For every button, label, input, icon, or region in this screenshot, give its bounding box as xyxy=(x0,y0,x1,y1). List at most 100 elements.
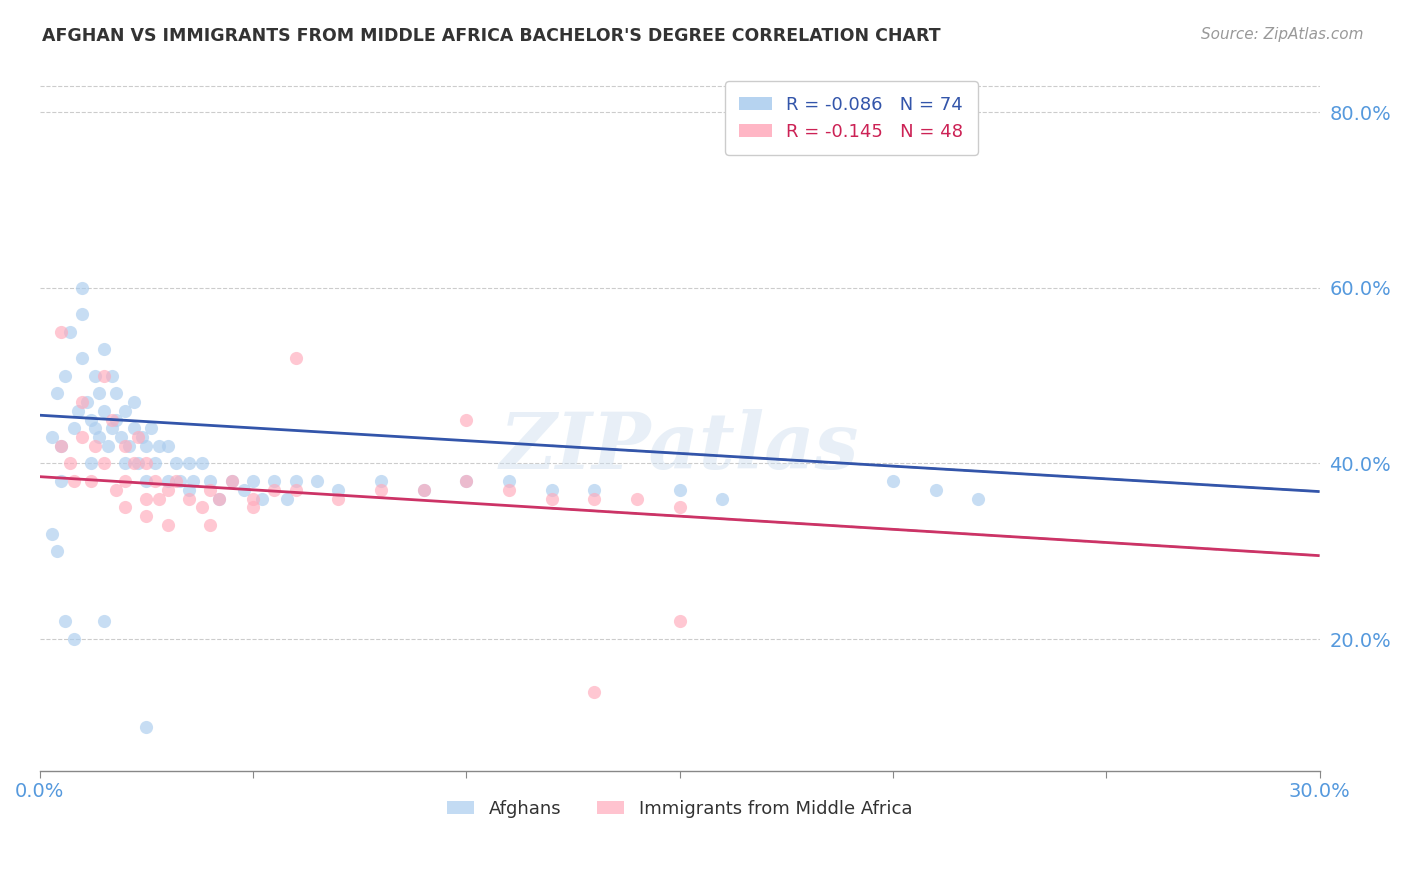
Point xyxy=(131,430,153,444)
Point xyxy=(148,491,170,506)
Point xyxy=(156,474,179,488)
Point xyxy=(583,684,606,698)
Point xyxy=(63,632,86,646)
Point xyxy=(148,439,170,453)
Point xyxy=(276,491,298,506)
Point xyxy=(122,457,145,471)
Point xyxy=(67,404,90,418)
Point xyxy=(191,457,214,471)
Point xyxy=(208,491,231,506)
Point xyxy=(135,509,157,524)
Point xyxy=(84,368,107,383)
Point xyxy=(114,474,136,488)
Text: AFGHAN VS IMMIGRANTS FROM MIDDLE AFRICA BACHELOR'S DEGREE CORRELATION CHART: AFGHAN VS IMMIGRANTS FROM MIDDLE AFRICA … xyxy=(42,27,941,45)
Point xyxy=(122,395,145,409)
Point xyxy=(263,474,285,488)
Point xyxy=(583,491,606,506)
Point xyxy=(284,483,307,497)
Point xyxy=(882,474,904,488)
Point xyxy=(284,351,307,366)
Point xyxy=(165,474,187,488)
Point xyxy=(221,474,243,488)
Point xyxy=(93,404,115,418)
Point xyxy=(58,325,80,339)
Point xyxy=(498,483,520,497)
Point xyxy=(97,439,120,453)
Point xyxy=(41,526,63,541)
Point xyxy=(200,483,222,497)
Point xyxy=(101,368,124,383)
Point xyxy=(370,474,392,488)
Point xyxy=(668,483,690,497)
Point xyxy=(169,474,191,488)
Point xyxy=(89,386,111,401)
Point xyxy=(135,474,157,488)
Point xyxy=(221,474,243,488)
Point xyxy=(668,615,690,629)
Point xyxy=(135,720,157,734)
Point xyxy=(412,483,434,497)
Point xyxy=(139,421,162,435)
Point xyxy=(114,404,136,418)
Legend: Afghans, Immigrants from Middle Africa: Afghans, Immigrants from Middle Africa xyxy=(440,792,920,825)
Point xyxy=(80,474,103,488)
Point xyxy=(456,412,478,426)
Point xyxy=(711,491,734,506)
Point xyxy=(200,517,222,532)
Point xyxy=(80,457,103,471)
Point xyxy=(250,491,273,506)
Point xyxy=(93,368,115,383)
Point xyxy=(53,368,76,383)
Point xyxy=(242,474,264,488)
Point xyxy=(263,483,285,497)
Point xyxy=(284,474,307,488)
Point xyxy=(72,307,94,321)
Point xyxy=(41,430,63,444)
Point xyxy=(156,439,179,453)
Point xyxy=(181,474,204,488)
Point xyxy=(93,343,115,357)
Point xyxy=(84,439,107,453)
Point xyxy=(177,483,200,497)
Point xyxy=(668,500,690,515)
Point xyxy=(540,483,562,497)
Point xyxy=(72,395,94,409)
Point xyxy=(370,483,392,497)
Point xyxy=(49,439,72,453)
Point xyxy=(143,457,166,471)
Point xyxy=(135,457,157,471)
Point xyxy=(208,491,231,506)
Point xyxy=(49,474,72,488)
Point xyxy=(118,439,141,453)
Point xyxy=(456,474,478,488)
Point xyxy=(80,412,103,426)
Point xyxy=(177,457,200,471)
Point xyxy=(967,491,990,506)
Point xyxy=(156,517,179,532)
Point xyxy=(72,281,94,295)
Point xyxy=(110,430,132,444)
Point xyxy=(328,483,350,497)
Point xyxy=(135,439,157,453)
Point xyxy=(456,474,478,488)
Point xyxy=(58,457,80,471)
Point xyxy=(53,615,76,629)
Point xyxy=(328,491,350,506)
Point xyxy=(101,412,124,426)
Point xyxy=(93,457,115,471)
Point xyxy=(105,386,128,401)
Point xyxy=(72,351,94,366)
Point xyxy=(114,500,136,515)
Point xyxy=(49,439,72,453)
Point xyxy=(45,544,67,558)
Point xyxy=(200,474,222,488)
Point xyxy=(89,430,111,444)
Point xyxy=(127,430,149,444)
Point xyxy=(63,421,86,435)
Point xyxy=(45,386,67,401)
Point xyxy=(412,483,434,497)
Point xyxy=(626,491,648,506)
Point xyxy=(114,457,136,471)
Point xyxy=(72,430,94,444)
Point xyxy=(191,500,214,515)
